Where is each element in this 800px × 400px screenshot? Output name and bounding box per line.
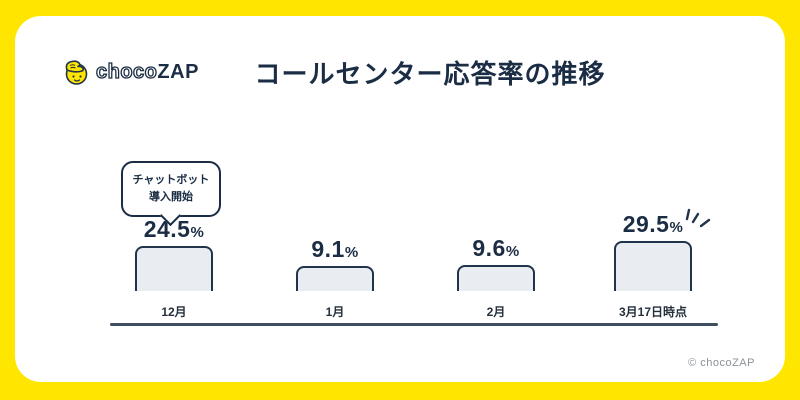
page-title: コールセンター応答率の推移 bbox=[254, 59, 606, 89]
bar-group-march: 29.5% 3月17日時点 bbox=[593, 208, 713, 319]
bar-value-label: 9.6% bbox=[472, 235, 520, 261]
brand-logo-text: chocoZAP bbox=[95, 60, 199, 83]
brand-logo: chocoZAP bbox=[61, 57, 199, 87]
bar-category-label: 3月17日時点 bbox=[618, 305, 688, 319]
bar-december bbox=[135, 246, 213, 291]
bar-category-label: 12月 bbox=[161, 305, 187, 319]
content-card: chocoZAP コールセンター応答率の推移 チャットボット 導入開始 24.5… bbox=[15, 16, 785, 382]
bar-group-january: 9.1% 1月 bbox=[275, 236, 395, 319]
bar-category-label: 1月 bbox=[325, 305, 345, 319]
copyright-note: © chocoZAP bbox=[688, 357, 755, 369]
chatbot-annotation-bubble: チャットボット 導入開始 bbox=[121, 161, 221, 227]
bar-value-label: 9.1% bbox=[311, 236, 359, 262]
emphasis-rays-icon bbox=[685, 207, 713, 239]
bar-february bbox=[457, 265, 535, 291]
bar-group-february: 9.6% 2月 bbox=[436, 235, 556, 319]
chocozap-mascot-icon bbox=[61, 57, 91, 87]
bar-january bbox=[296, 266, 374, 291]
x-axis-line bbox=[110, 323, 718, 326]
bar-group-december: 24.5% 12月 bbox=[114, 216, 234, 319]
bar-category-label: 2月 bbox=[486, 305, 506, 319]
bar-value-label: 29.5% bbox=[623, 208, 711, 238]
bar-march bbox=[614, 241, 692, 291]
annotation-line-1: チャットボット bbox=[132, 173, 210, 186]
annotation-line-2: 導入開始 bbox=[149, 191, 193, 203]
